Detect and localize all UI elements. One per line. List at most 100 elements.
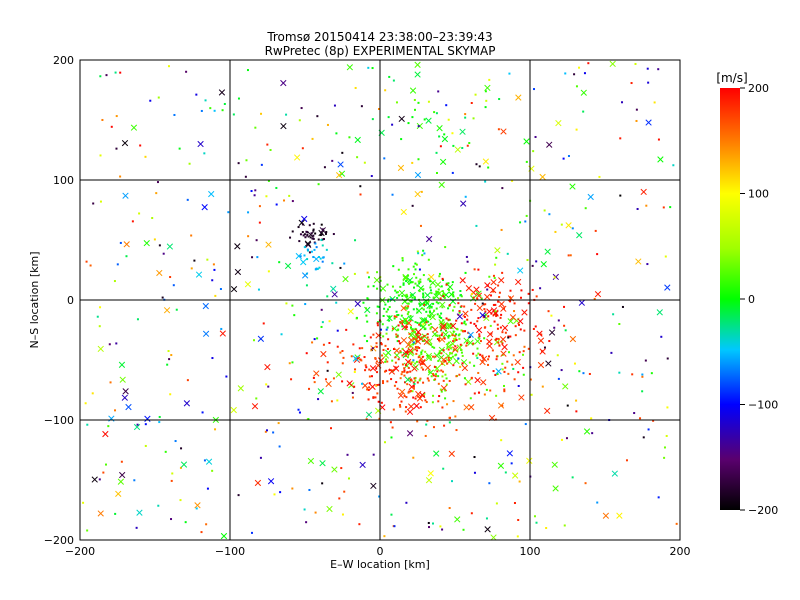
data-point	[237, 162, 240, 165]
data-point	[523, 345, 526, 348]
data-point	[387, 300, 390, 303]
data-point	[377, 400, 380, 403]
data-point	[657, 156, 664, 163]
data-point	[438, 181, 445, 188]
data-point	[445, 377, 448, 380]
data-point	[167, 350, 170, 353]
data-point	[514, 334, 517, 337]
data-point	[372, 396, 375, 399]
data-point	[652, 419, 655, 422]
data-point	[470, 308, 473, 311]
data-point	[407, 350, 414, 357]
data-point	[372, 453, 375, 456]
data-point	[164, 450, 167, 453]
data-point	[397, 313, 400, 316]
data-point	[413, 330, 416, 333]
data-point	[326, 123, 329, 126]
data-point	[411, 361, 414, 364]
data-point	[571, 227, 574, 230]
data-point	[548, 340, 551, 343]
data-point	[454, 345, 457, 348]
data-point	[464, 195, 467, 198]
data-point	[587, 62, 590, 65]
data-point	[209, 107, 212, 110]
data-point	[166, 243, 174, 250]
data-point	[489, 389, 492, 392]
data-point	[428, 315, 431, 318]
data-point	[500, 340, 503, 343]
data-point	[494, 303, 497, 306]
data-point	[386, 380, 389, 383]
data-point	[533, 88, 536, 91]
data-point	[416, 122, 423, 130]
data-point	[220, 532, 228, 540]
data-point	[459, 128, 466, 135]
data-point	[657, 68, 660, 71]
data-point	[479, 358, 486, 366]
data-point	[519, 296, 522, 299]
data-point	[435, 301, 438, 304]
data-point	[405, 280, 408, 283]
data-point	[436, 370, 439, 373]
data-point	[635, 108, 638, 111]
data-point	[482, 158, 490, 165]
data-point	[247, 211, 250, 214]
data-point	[547, 310, 550, 313]
data-point	[495, 337, 498, 340]
data-point	[251, 403, 259, 410]
data-point	[507, 335, 510, 338]
data-point	[365, 366, 368, 369]
data-point	[335, 132, 338, 135]
data-point	[256, 256, 259, 259]
data-point	[430, 375, 433, 378]
data-point	[476, 320, 479, 323]
data-point	[203, 152, 206, 155]
data-point	[531, 264, 534, 267]
data-point	[404, 328, 407, 331]
data-point	[245, 159, 248, 162]
data-point	[555, 119, 562, 127]
data-point	[114, 512, 117, 515]
data-point	[384, 303, 387, 306]
data-point	[267, 478, 275, 485]
data-point	[390, 436, 393, 439]
data-point	[435, 151, 438, 154]
data-point	[358, 347, 361, 350]
data-point	[366, 297, 369, 300]
data-point	[427, 100, 430, 103]
data-point	[405, 307, 408, 310]
data-point	[475, 163, 478, 166]
data-point	[422, 323, 425, 326]
data-point	[406, 350, 409, 353]
data-point	[306, 233, 309, 236]
data-point	[305, 352, 308, 355]
data-point	[439, 525, 442, 528]
data-point	[303, 233, 306, 236]
data-point	[404, 376, 412, 383]
data-point	[522, 353, 525, 356]
data-point	[543, 209, 546, 212]
data-point	[441, 370, 444, 373]
data-point	[324, 378, 327, 381]
data-point	[395, 333, 398, 336]
data-point	[452, 400, 455, 403]
data-point	[414, 262, 417, 265]
data-point	[500, 350, 507, 357]
data-point	[578, 370, 581, 373]
data-point	[416, 321, 419, 324]
data-point	[277, 422, 280, 425]
data-point	[407, 347, 414, 354]
data-point	[621, 305, 624, 308]
data-point	[640, 188, 647, 196]
data-point	[527, 302, 530, 305]
data-point	[406, 430, 414, 437]
data-point	[460, 200, 467, 207]
data-point	[122, 192, 129, 199]
data-point	[454, 146, 461, 153]
data-point	[564, 329, 567, 332]
data-point	[483, 315, 486, 318]
data-point	[366, 388, 369, 391]
data-point	[412, 337, 415, 340]
data-point	[455, 429, 458, 432]
data-point	[386, 348, 389, 351]
